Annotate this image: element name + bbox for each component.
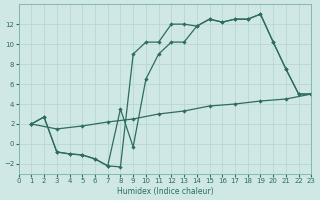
X-axis label: Humidex (Indice chaleur): Humidex (Indice chaleur) (117, 187, 213, 196)
